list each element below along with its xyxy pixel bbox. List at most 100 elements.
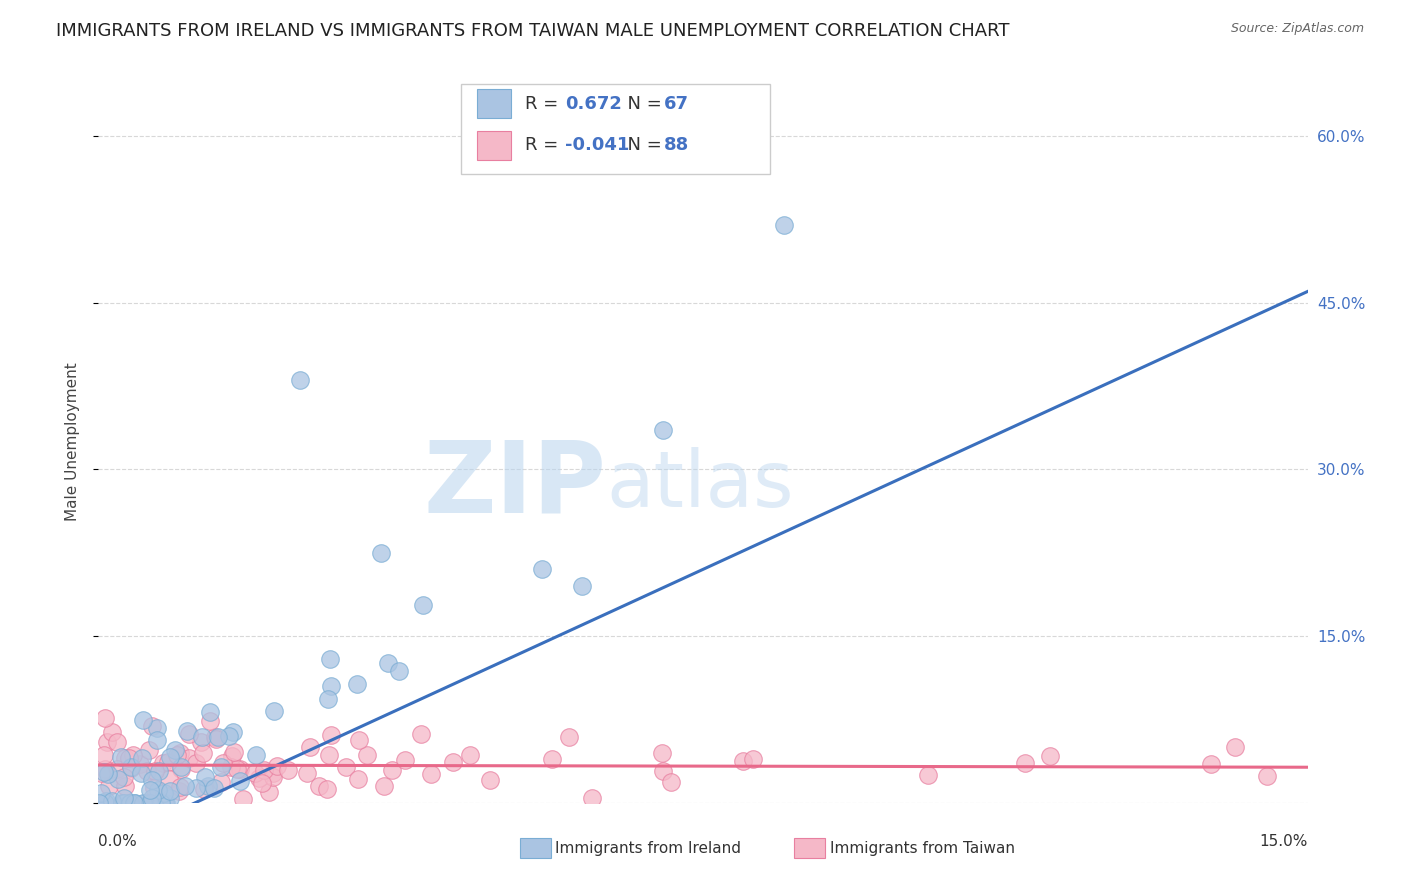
Point	[295, 766, 318, 780]
Point	[169, 760, 191, 774]
Point	[742, 752, 765, 766]
Point	[96, 734, 118, 748]
Point	[373, 779, 395, 793]
Point	[114, 751, 136, 765]
Point	[212, 756, 235, 771]
Point	[174, 779, 197, 793]
Point	[370, 546, 392, 560]
Text: atlas: atlas	[606, 447, 794, 523]
Point	[247, 771, 270, 785]
Point	[120, 761, 142, 775]
Point	[112, 791, 135, 805]
Point	[145, 721, 167, 735]
Point	[118, 796, 141, 810]
Point	[120, 759, 142, 773]
Point	[412, 598, 434, 612]
Point	[245, 747, 267, 762]
Point	[202, 780, 225, 795]
Point	[169, 746, 191, 760]
Point	[184, 781, 207, 796]
Point	[118, 796, 141, 810]
Point	[190, 735, 212, 749]
Point	[347, 732, 370, 747]
Point	[308, 779, 330, 793]
Point	[112, 770, 135, 784]
FancyBboxPatch shape	[477, 131, 510, 160]
Point	[100, 724, 122, 739]
Point	[128, 757, 150, 772]
Point	[141, 772, 163, 787]
Point	[250, 776, 273, 790]
Point	[318, 747, 340, 762]
Point	[651, 764, 673, 779]
Text: -0.041: -0.041	[565, 136, 630, 154]
Point	[243, 765, 266, 780]
Point	[257, 785, 280, 799]
Point	[335, 760, 357, 774]
Point	[1039, 749, 1062, 764]
Point	[184, 756, 207, 771]
Point	[651, 746, 673, 760]
Text: Source: ZipAtlas.com: Source: ZipAtlas.com	[1230, 22, 1364, 36]
Point	[193, 782, 215, 797]
Point	[558, 730, 581, 744]
Point	[94, 762, 117, 776]
Point	[347, 772, 370, 787]
Point	[155, 796, 177, 810]
Y-axis label: Male Unemployment: Male Unemployment	[65, 362, 80, 521]
FancyBboxPatch shape	[477, 89, 510, 119]
Point	[356, 748, 378, 763]
Point	[479, 773, 502, 788]
Point	[540, 752, 562, 766]
Point	[146, 782, 169, 797]
Point	[917, 767, 939, 781]
Point	[143, 764, 166, 779]
Point	[198, 714, 221, 729]
Point	[112, 796, 135, 810]
Point	[581, 790, 603, 805]
Point	[141, 790, 163, 805]
Point	[159, 790, 181, 805]
Point	[319, 679, 342, 693]
Point	[97, 766, 120, 780]
Point	[253, 763, 276, 777]
Point	[169, 780, 191, 795]
Text: 0.672: 0.672	[565, 95, 621, 112]
Point	[346, 677, 368, 691]
Point	[167, 783, 190, 797]
Point	[1014, 756, 1036, 770]
Point	[101, 794, 124, 808]
Point	[232, 792, 254, 806]
Point	[209, 775, 232, 789]
Point	[132, 796, 155, 810]
Point	[93, 764, 115, 779]
Point	[94, 796, 117, 810]
Point	[204, 730, 226, 744]
Point	[166, 747, 188, 762]
Point	[228, 762, 250, 776]
Point	[193, 747, 215, 761]
Point	[262, 766, 284, 780]
Point	[132, 713, 155, 727]
Point	[122, 796, 145, 810]
Point	[221, 749, 243, 764]
Point	[197, 779, 219, 793]
Point	[90, 786, 112, 800]
Text: Immigrants from Ireland: Immigrants from Ireland	[555, 841, 741, 855]
Point	[176, 724, 198, 739]
Point	[224, 745, 246, 759]
Point	[266, 759, 288, 773]
Text: N =: N =	[616, 95, 668, 112]
Point	[111, 796, 134, 810]
Point	[298, 739, 321, 754]
Text: R =: R =	[526, 95, 564, 112]
Point	[170, 762, 193, 776]
Point	[194, 770, 217, 784]
Point	[377, 656, 399, 670]
Point	[111, 796, 134, 810]
Point	[1223, 740, 1246, 755]
Point	[152, 786, 174, 800]
Point	[651, 424, 673, 438]
Point	[381, 763, 404, 777]
FancyBboxPatch shape	[461, 84, 769, 174]
